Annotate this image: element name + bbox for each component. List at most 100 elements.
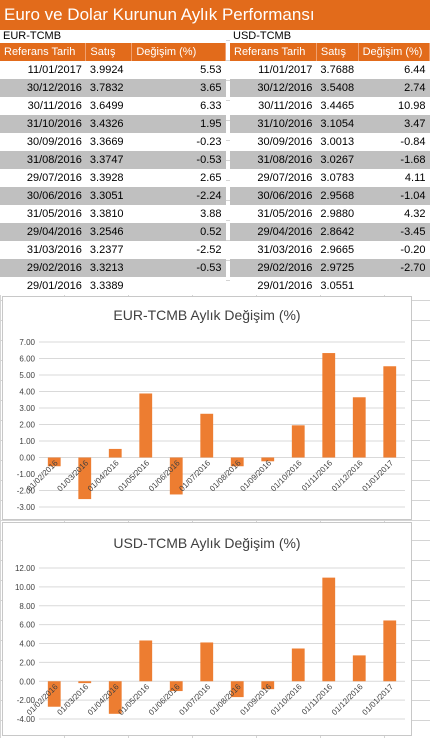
cell-sell[interactable]: 3.2377 [85,241,132,259]
bar[interactable] [352,655,366,682]
cell-sell[interactable]: 2.9880 [316,205,359,223]
cell-change[interactable]: -1.04 [358,187,430,205]
cell-ref-date[interactable]: 31/03/2016 [230,241,317,259]
cell-sell[interactable]: 3.9924 [85,61,132,79]
cell-ref-date[interactable]: 30/12/2016 [230,79,317,97]
bar[interactable] [47,681,61,707]
bar[interactable] [383,366,397,458]
bar[interactable] [78,457,92,500]
cell-sell[interactable]: 3.3051 [85,187,132,205]
cell-ref-date[interactable]: 30/09/2016 [0,133,86,151]
cell-change[interactable] [358,277,430,295]
bar[interactable] [78,681,92,684]
cell-ref-date[interactable]: 30/12/2016 [0,79,86,97]
bar[interactable] [261,681,275,690]
cell-change[interactable]: -0.53 [131,151,226,169]
cell-change[interactable]: 3.88 [131,205,226,223]
header-change[interactable]: Değişim (%) [131,43,226,61]
cell-ref-date[interactable]: 31/08/2016 [0,151,86,169]
cell-sell[interactable]: 3.7832 [85,79,132,97]
bar[interactable] [47,457,61,467]
bar[interactable] [200,413,214,458]
cell-ref-date[interactable]: 11/01/2017 [230,61,317,79]
cell-ref-date[interactable]: 30/06/2016 [230,187,317,205]
cell-change[interactable]: -0.23 [131,133,226,151]
header-change[interactable]: Değişim (%) [358,43,430,61]
bar[interactable] [291,648,305,682]
cell-ref-date[interactable]: 31/03/2016 [0,241,86,259]
cell-ref-date[interactable]: 29/01/2016 [0,277,86,295]
cell-ref-date[interactable]: 30/11/2016 [230,97,317,115]
cell-sell[interactable]: 3.4326 [85,115,132,133]
cell-sell[interactable]: 2.9665 [316,241,359,259]
cell-sell[interactable]: 3.3389 [85,277,132,295]
usd-chart[interactable]: USD-TCMB Aylık Değişim (%) 12.00 10.00 8.0… [2,522,412,736]
cell-sell[interactable]: 3.3669 [85,133,132,151]
cell-change[interactable]: 6.33 [131,97,226,115]
bar[interactable] [108,448,122,458]
cell-change[interactable]: 1.95 [131,115,226,133]
cell-sell[interactable]: 3.1054 [316,115,359,133]
bar[interactable] [139,393,153,458]
cell-ref-date[interactable]: 29/02/2016 [230,259,317,277]
cell-sell[interactable]: 3.3747 [85,151,132,169]
cell-sell[interactable]: 2.9568 [316,187,359,205]
cell-ref-date[interactable]: 29/07/2016 [230,169,317,187]
cell-sell[interactable]: 2.8642 [316,223,359,241]
cell-change[interactable]: -1.68 [358,151,430,169]
cell-change[interactable]: 10.98 [358,97,430,115]
cell-change[interactable]: -3.45 [358,223,430,241]
bar[interactable] [261,457,275,462]
cell-sell[interactable]: 3.2546 [85,223,132,241]
cell-ref-date[interactable]: 29/04/2016 [230,223,317,241]
bar[interactable] [108,681,122,714]
cell-ref-date[interactable]: 11/01/2017 [0,61,86,79]
bar[interactable] [169,681,183,692]
header-sell[interactable]: Satış [316,43,359,61]
cell-change[interactable]: -2.24 [131,187,226,205]
cell-ref-date[interactable]: 29/01/2016 [230,277,317,295]
cell-sell[interactable]: 3.4465 [316,97,359,115]
cell-ref-date[interactable]: 31/10/2016 [0,115,86,133]
cell-sell[interactable]: 3.6499 [85,97,132,115]
cell-change[interactable]: 0.52 [131,223,226,241]
cell-change[interactable]: 6.44 [358,61,430,79]
cell-change[interactable]: 3.47 [358,115,430,133]
bar[interactable] [383,620,397,682]
cell-change[interactable]: 2.65 [131,169,226,187]
cell-sell[interactable]: 3.3810 [85,205,132,223]
header-ref-date[interactable]: Referans Tarih [0,43,87,61]
cell-ref-date[interactable]: 31/05/2016 [0,205,86,223]
cell-sell[interactable]: 3.0267 [316,151,359,169]
bar[interactable] [322,353,336,458]
cell-change[interactable]: 2.74 [358,79,430,97]
cell-change[interactable]: -2.52 [131,241,226,259]
cell-ref-date[interactable]: 29/07/2016 [0,169,86,187]
cell-change[interactable]: -0.53 [131,259,226,277]
cell-sell[interactable]: 3.3213 [85,259,132,277]
cell-ref-date[interactable]: 31/05/2016 [230,205,317,223]
cell-change[interactable]: 3.65 [131,79,226,97]
cell-sell[interactable]: 3.5408 [316,79,359,97]
eur-chart[interactable]: EUR-TCMB Aylık Değişim (%) 7.00 6.00 5.00 4… [2,296,412,520]
cell-sell[interactable]: 3.0013 [316,133,359,151]
cell-ref-date[interactable]: 31/08/2016 [230,151,317,169]
cell-change[interactable]: -0.20 [358,241,430,259]
bar[interactable] [200,642,214,682]
cell-ref-date[interactable]: 30/09/2016 [230,133,317,151]
cell-sell[interactable]: 3.0551 [316,277,359,295]
cell-change[interactable]: 4.11 [358,169,430,187]
cell-sell[interactable]: 3.3928 [85,169,132,187]
cell-change[interactable] [131,277,226,295]
bar[interactable] [322,577,336,682]
cell-sell[interactable]: 2.9725 [316,259,359,277]
cell-sell[interactable]: 3.7688 [316,61,359,79]
cell-ref-date[interactable]: 29/04/2016 [0,223,86,241]
bar[interactable] [230,457,244,467]
cell-change[interactable]: -0.84 [358,133,430,151]
cell-change[interactable]: -2.70 [358,259,430,277]
cell-change[interactable]: 5.53 [131,61,226,79]
cell-ref-date[interactable]: 30/06/2016 [0,187,86,205]
bar[interactable] [291,425,305,458]
cell-ref-date[interactable]: 30/11/2016 [0,97,86,115]
